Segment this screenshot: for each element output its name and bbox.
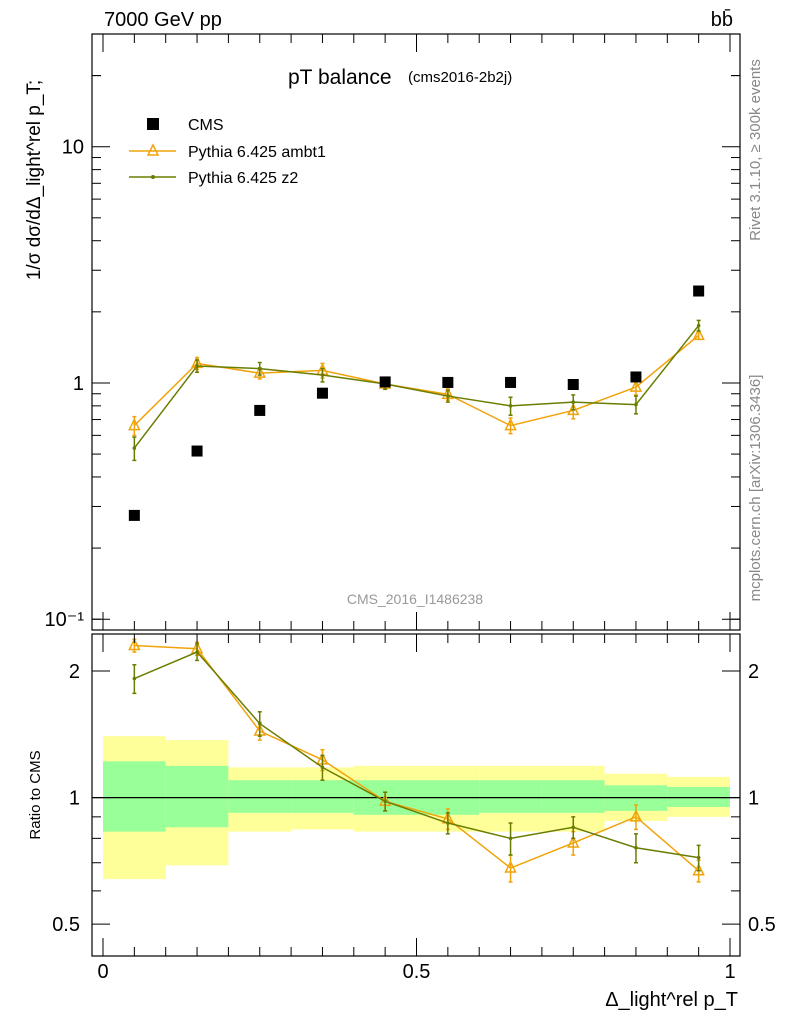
data-point	[132, 446, 137, 450]
y-tick-label: 1	[748, 788, 759, 810]
data-point	[504, 417, 517, 431]
data-point	[132, 676, 137, 681]
data-point	[629, 379, 643, 392]
legend-marker	[146, 143, 160, 156]
watermark: CMS_2016_I1486238	[347, 591, 483, 607]
data-point	[195, 650, 199, 654]
data-point	[191, 445, 203, 457]
data-point	[692, 327, 705, 341]
data-point	[128, 509, 140, 521]
uncertainty-band-inner	[291, 780, 354, 813]
legend-marker	[151, 175, 155, 179]
data-point	[505, 376, 517, 388]
energy-label: 7000 GeV pp	[104, 9, 222, 31]
data-point	[634, 845, 638, 850]
x-tick-label: 1	[724, 961, 735, 983]
uncertainty-band-inner	[165, 765, 229, 828]
data-point	[195, 364, 199, 368]
data-point	[257, 721, 262, 726]
legend: CMS Pythia 6.425 ambt1 Pythia 6.425 z2	[129, 117, 326, 187]
data-point	[567, 402, 580, 416]
x-tick-label: 0	[97, 961, 108, 983]
data-point	[383, 799, 387, 804]
data-point	[571, 400, 576, 404]
data-point	[508, 836, 513, 841]
data-point	[693, 285, 705, 297]
data-point	[508, 404, 513, 408]
y-tick-label: 0.5	[748, 914, 776, 936]
x-axis-label: Δ_light^rel p_T	[605, 989, 738, 1011]
uncertainty-band-inner	[228, 780, 292, 813]
data-point	[379, 376, 391, 388]
legend-label: CMS	[188, 117, 224, 134]
y-tick-label: 2	[69, 661, 80, 683]
main-subtitle: (cms2016-2b2j)	[408, 69, 512, 86]
data-point	[446, 821, 450, 825]
uncertainty-band-inner	[541, 780, 605, 813]
data-point	[696, 855, 701, 860]
ratio-series-line	[134, 644, 700, 872]
main-y-axis-label: 1/σ dσ/dΔ_light^rel p_T;	[24, 80, 45, 280]
y-tick-label: 10	[62, 137, 84, 159]
data-point	[320, 765, 325, 770]
data-point	[253, 365, 266, 378]
ratio-plot-panel: 0.5 0.5 1 1 2 2 Ratio to CMS	[27, 633, 776, 957]
data-point	[696, 323, 701, 328]
data-point	[571, 825, 576, 830]
data-point	[629, 809, 643, 822]
process-label: bb̄	[711, 8, 733, 31]
uncertainty-band-inner	[479, 780, 542, 813]
ratio-y-axis-label: Ratio to CMS	[27, 750, 44, 839]
legend-label: Pythia 6.425 ambt1	[188, 144, 326, 161]
y-tick-label: 0.5	[52, 914, 80, 936]
rivet-label: Rivet 3.1.10, ≥ 300k events	[747, 59, 764, 241]
data-point	[442, 376, 454, 388]
data-point	[567, 835, 580, 848]
main-plot-panel: 10⁻¹ 1 10 pT balance (cms2016-2b2j) CMS_20…	[24, 33, 741, 631]
data-point	[320, 373, 325, 377]
main-title: pT balance	[288, 66, 392, 89]
data-point	[567, 379, 579, 391]
y-tick-label: 2	[748, 661, 759, 683]
mcplots-label: mcplots.cern.ch [arXiv:1306.3436]	[747, 375, 764, 602]
series-line	[133, 334, 700, 427]
y-tick-label: 1	[73, 373, 84, 395]
data-point	[634, 402, 638, 407]
ratio-series-line	[134, 651, 699, 859]
legend-label: Pythia 6.425 z2	[188, 170, 298, 187]
data-point	[257, 366, 262, 371]
data-point	[254, 404, 266, 416]
legend-marker	[147, 118, 159, 130]
data-point	[316, 387, 328, 399]
data-point	[504, 860, 517, 873]
uncertainty-band-inner	[103, 761, 166, 832]
y-tick-label: 10⁻¹	[45, 609, 85, 631]
data-point	[128, 417, 141, 431]
x-tick-label: 0.5	[403, 961, 431, 983]
data-point	[630, 371, 642, 383]
y-tick-label: 1	[69, 788, 80, 810]
data-point	[446, 394, 450, 398]
data-point	[692, 863, 705, 876]
data-point	[128, 637, 141, 651]
uncertainty-band-inner	[667, 786, 730, 807]
series-line	[133, 325, 700, 449]
